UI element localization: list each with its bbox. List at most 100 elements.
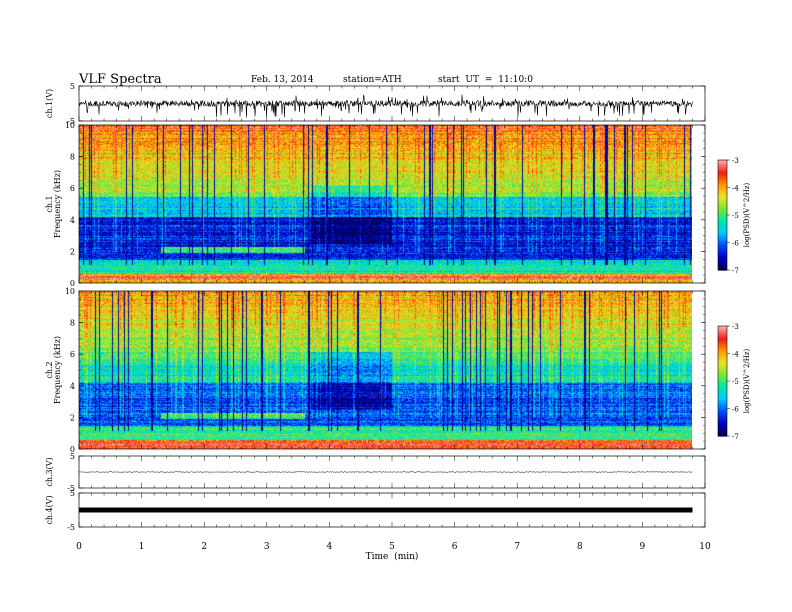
ch1-spectrogram-ylabel: Frequency (kHz)	[53, 170, 62, 238]
ch1-colorbar-segment	[718, 251, 727, 255]
ch1-colorbar-tick-label: -6	[732, 240, 739, 248]
ch2-colorbar-segment	[718, 331, 727, 334]
ch1-colorbar-segment	[718, 196, 727, 200]
xtick-label: 4	[327, 542, 333, 552]
ch2-colorbar-tick-label: -6	[732, 406, 739, 414]
ch1-colorbar-segment	[718, 249, 727, 253]
ch1-spectrogram-ytick-label: 4	[70, 216, 75, 225]
ch2-colorbar-segment	[718, 355, 727, 358]
ch1-colorbar-tick-label: -7	[732, 267, 739, 275]
ch1-colorbar-segment	[718, 218, 727, 222]
ch1-colorbar-tick-label: -5	[732, 212, 739, 220]
ch2-colorbar-segment	[718, 326, 727, 329]
ch2-colorbar-tick-label: -5	[732, 378, 739, 386]
ch2-spectrogram-ytick-label: 10	[65, 287, 75, 296]
ch2-colorbar-segment	[718, 392, 727, 395]
ch1-colorbar-segment	[718, 233, 727, 236]
ch1-spectrogram-ytick-label: 10	[65, 121, 75, 130]
ch2-colorbar-segment	[718, 368, 727, 371]
xtick-label: 5	[389, 542, 395, 552]
ch1-colorbar-segment	[718, 185, 727, 189]
ch2-colorbar-segment	[718, 384, 727, 388]
ch1-colorbar-segment	[718, 211, 727, 214]
ch1-colorbar-segment	[718, 227, 727, 231]
ch2-colorbar-segment	[718, 333, 727, 336]
ch3-waveform-ylabel: ch.3(V)	[45, 457, 54, 486]
ch2-colorbar-segment	[718, 335, 727, 338]
ch2-colorbar-segment	[718, 417, 727, 421]
ch1-waveform-line	[78, 94, 693, 118]
ch2-colorbar-tick-label: -7	[732, 433, 739, 441]
ch1-colorbar-segment	[718, 180, 727, 183]
ch1-colorbar-segment	[718, 255, 727, 258]
xtick-label: 3	[264, 542, 270, 552]
ch1-colorbar-segment	[718, 172, 727, 176]
ch1-colorbar-segment	[718, 171, 727, 174]
ch2-colorbar-segment	[718, 382, 727, 386]
ch1-colorbar-segment	[718, 198, 727, 201]
ch1-colorbar-segment	[718, 235, 727, 238]
ch1-colorbar-segment	[718, 224, 727, 227]
ch2-colorbar-segment	[718, 371, 727, 375]
ch2-colorbar-segment	[718, 375, 727, 378]
station-label: station=ATH	[343, 75, 402, 85]
ch1-colorbar-segment	[718, 167, 727, 170]
ch2-colorbar-segment	[718, 381, 727, 384]
ch1-colorbar-tick-label: -3	[732, 157, 739, 165]
ch1-colorbar-segment	[718, 220, 727, 223]
ch1-colorbar-segment	[718, 253, 727, 256]
ch1-colorbar-segment	[718, 191, 727, 194]
ch2-colorbar-segment	[718, 386, 727, 389]
ch1-colorbar-segment	[718, 244, 727, 247]
ch2-spectrogram-ylabel-channel: ch.2	[45, 361, 54, 378]
chart-title: VLF Spectra	[79, 72, 162, 87]
ch2-colorbar-segment	[718, 425, 727, 428]
ch1-colorbar-segment	[718, 262, 727, 266]
ch2-colorbar-segment	[718, 344, 727, 347]
ch2-colorbar-segment	[718, 377, 727, 380]
ch3-waveform-ytick-label: -5	[67, 484, 75, 493]
ch1-colorbar-segment	[718, 193, 727, 196]
ch1-colorbar-segment	[718, 222, 727, 225]
ch1-waveform-ylabel: ch.1(V)	[45, 89, 54, 118]
ch2-spectrogram-image	[79, 291, 692, 449]
ch2-colorbar-segment	[718, 359, 727, 362]
ch2-colorbar-segment	[718, 362, 727, 366]
ch1-colorbar-segment	[718, 169, 727, 172]
ch2-colorbar-segment	[718, 421, 727, 424]
ch2-spectrogram-ytick-label: 2	[70, 413, 75, 422]
ch1-colorbar-segment	[718, 231, 727, 234]
ch2-colorbar-segment	[718, 410, 727, 413]
ch2-colorbar-segment	[718, 426, 727, 430]
ch2-colorbar-segment	[718, 370, 727, 373]
ch2-colorbar-segment	[718, 340, 727, 344]
ch2-colorbar-segment	[718, 408, 727, 411]
ch1-colorbar-segment	[718, 259, 727, 262]
ch1-waveform-ytick-label: 5	[70, 82, 75, 91]
ch1-colorbar-segment	[718, 161, 727, 165]
ch1-colorbar-segment	[718, 238, 727, 242]
ch2-colorbar-tick-label: -3	[732, 323, 739, 331]
ch2-colorbar-tick-label: -4	[732, 351, 739, 359]
ch1-waveform-ytick-label: -5	[67, 117, 75, 126]
ch1-colorbar-segment	[718, 229, 727, 233]
ch1-colorbar-label: log(PSD)(V^2/Hz)	[743, 182, 751, 247]
ch2-spectrogram-ytick-label: 4	[70, 382, 75, 391]
ch1-spectrogram-ytick-label: 8	[70, 153, 75, 162]
ch2-colorbar-segment	[718, 404, 727, 408]
xtick-label: 8	[577, 542, 583, 552]
ch2-colorbar-segment	[718, 395, 727, 399]
ch4-waveform-ylabel: ch.4(V)	[45, 495, 54, 524]
ch2-colorbar-segment	[718, 423, 727, 426]
ch2-spectrogram-ytick-label: 0	[70, 445, 75, 454]
xtick-label: 1	[139, 542, 145, 552]
ch2-colorbar-segment	[718, 434, 727, 437]
ch1-colorbar-segment	[718, 194, 727, 198]
ch1-colorbar-segment	[718, 215, 727, 218]
ch1-colorbar-segment	[718, 242, 727, 245]
ch1-colorbar-segment	[718, 257, 727, 260]
ch1-colorbar-segment	[718, 204, 727, 207]
x-axis-label: Time (min)	[366, 551, 419, 562]
ch1-colorbar-segment	[718, 209, 727, 212]
ch1-colorbar-segment	[718, 268, 727, 271]
